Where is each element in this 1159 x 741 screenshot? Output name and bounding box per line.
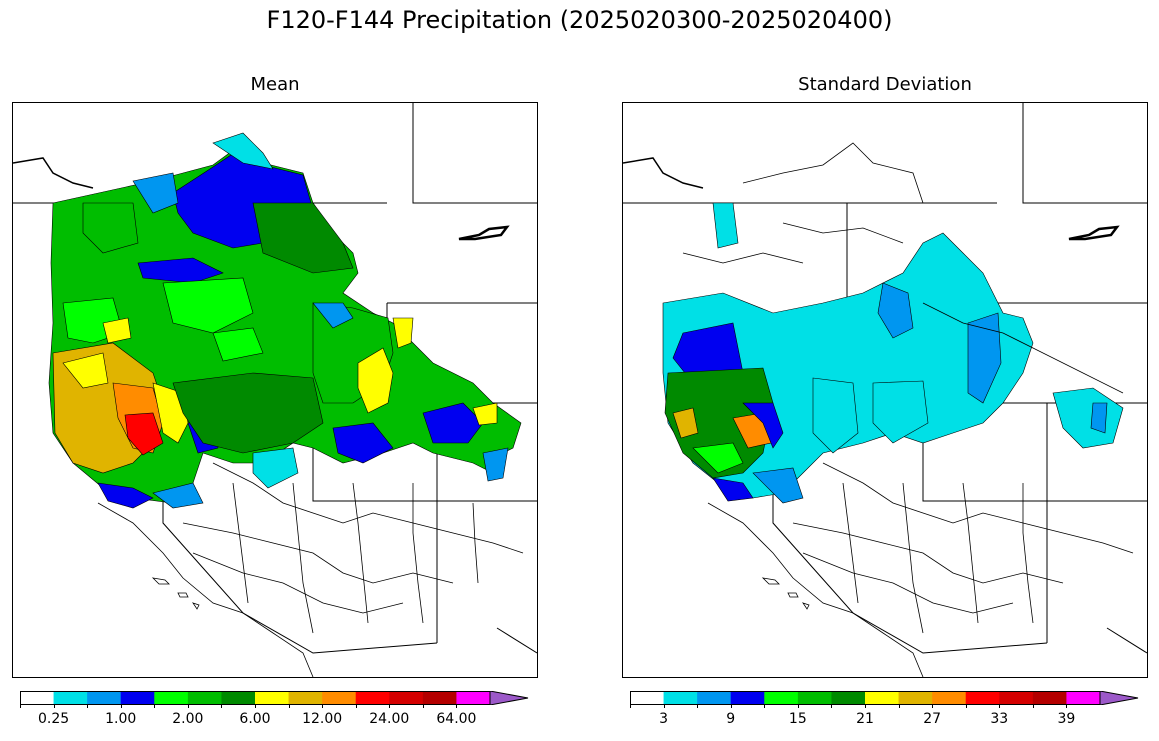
colorbar-tick [831,704,833,708]
colorbar-segment [730,691,765,705]
colorbar-tick [288,704,290,708]
colorbar-segment [422,691,457,705]
colorbar-segment [999,691,1034,705]
colorbar-segment [697,691,732,705]
colorbar-tick [1032,704,1034,708]
colorbar-segment [154,691,189,705]
colorbar-segment [255,691,290,705]
colorbar-segment [630,691,665,705]
colorbar-segment [322,691,357,705]
mean-colorbar [20,690,530,706]
colorbar-tick-label: 3 [659,711,669,727]
colorbar-segment [20,691,55,705]
colorbar-segment [865,691,900,705]
colorbar-tick [187,704,189,708]
colorbar-tick-label: 6.00 [239,711,271,727]
colorbar-tick-label: 21 [856,711,874,727]
colorbar-extend-arrow [1099,690,1139,706]
colorbar-segment [764,691,799,705]
colorbar-tick [764,704,766,708]
stddev-colorbar-svg [630,690,1139,706]
stddev-map-svg [623,103,1147,677]
colorbar-tick-label: 2.00 [172,711,204,727]
mean-precip-fill [48,132,522,509]
colorbar-segment [663,691,698,705]
colorbar-segment [456,691,491,705]
colorbar-tick [322,704,324,708]
colorbar-tick [355,704,357,708]
colorbar-tick-label: 27 [923,711,942,727]
mean-map-svg [13,103,537,677]
colorbar-tick-label: 24.00 [369,711,410,727]
colorbar-tick [697,704,699,708]
stddev-colorbar [630,690,1140,706]
colorbar-tick [865,704,866,708]
colorbar-tick [389,704,391,708]
colorbar-tick [999,704,1001,708]
colorbar-tick [422,704,424,708]
mean-colorbar-svg [20,690,529,706]
colorbar-tick [932,704,934,708]
colorbar-tick-label: 12.00 [302,711,343,727]
colorbar-tick [797,704,799,708]
colorbar-tick [87,704,89,708]
panel-title-stddev: Standard Deviation [798,74,972,95]
colorbar-tick [730,704,732,708]
colorbar-segment [187,691,222,705]
colorbar-tick [898,704,900,708]
colorbar-tick [120,704,122,708]
colorbar-segment [120,691,155,705]
colorbar-segment [965,691,1000,705]
mean-basin-outlines [13,157,524,677]
colorbar-tick-label: 39 [1057,711,1076,727]
colorbar-tick [456,704,458,708]
colorbar-tick [154,704,156,708]
colorbar-segment [797,691,832,705]
stddev-basin-outlines [623,142,1134,677]
stddev-map [622,102,1148,678]
colorbar-tick [663,704,665,708]
colorbar-tick [20,704,21,708]
colorbar-segment [53,691,88,705]
colorbar-tick [221,704,223,708]
colorbar-segment [288,691,323,705]
colorbar-tick-label: 64.00 [436,711,477,727]
colorbar-segment [831,691,866,705]
colorbar-segment [1066,691,1101,705]
colorbar-tick-label: 15 [788,711,807,727]
colorbar-segment [932,691,967,705]
colorbar-tick-label: 1.00 [105,711,137,727]
colorbar-tick-label: 9 [726,711,736,727]
colorbar-segment [898,691,933,705]
mean-map [12,102,538,678]
colorbar-tick [1066,704,1068,708]
colorbar-segment [1032,691,1067,705]
stddev-fill [662,202,1124,504]
panel-title-mean: Mean [250,74,300,95]
colorbar-extend-arrow [489,690,529,706]
colorbar-segment [355,691,390,705]
colorbar-tick [255,704,256,708]
colorbar-segment [221,691,256,705]
colorbar-segment [87,691,122,705]
colorbar-tick [630,704,631,708]
colorbar-segment [389,691,424,705]
figure-title: F120-F144 Precipitation (2025020300-2025… [266,6,893,34]
colorbar-tick [965,704,967,708]
colorbar-tick-label: 0.25 [37,711,70,727]
colorbar-tick [53,704,55,708]
colorbar-tick-label: 33 [990,711,1009,727]
